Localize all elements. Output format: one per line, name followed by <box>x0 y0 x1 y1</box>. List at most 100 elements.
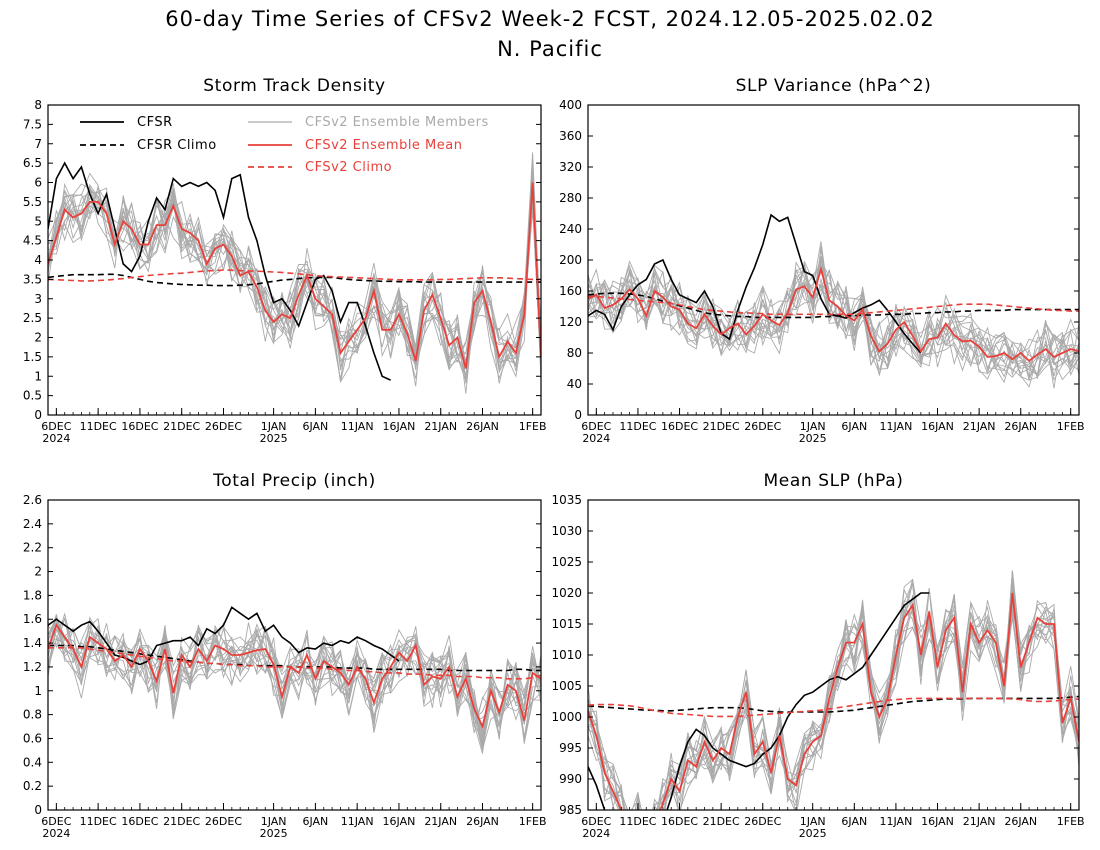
x-tick-label: 26DEC <box>205 420 242 433</box>
y-tick-label: 8 <box>34 98 42 112</box>
x-tick-label: 16DEC <box>121 420 158 433</box>
y-tick-label: 1010 <box>551 648 582 662</box>
x-tick-label: 11DEC <box>619 815 656 828</box>
x-tick-label: 6JAN <box>302 815 328 828</box>
y-tick-label: 2 <box>34 565 42 579</box>
panel-title: SLP Variance (hPa^2) <box>736 76 932 96</box>
y-tick-label: 120 <box>559 315 582 329</box>
x-tick-label: 11JAN <box>341 815 374 828</box>
ensemble-member-line <box>588 246 1079 377</box>
legend-label: CFSv2 Ensemble Members <box>305 115 489 130</box>
legend-label: CFSR <box>137 115 173 130</box>
legend-label: CFSv2 Climo <box>305 160 392 175</box>
chart-panel-1: Storm Track Density 0 0.5 1 1.5 2 2.5 3 3.5 4 4.5 5… <box>23 76 547 445</box>
y-tick-label: 1020 <box>551 586 582 600</box>
x-tick-year-label: 2025 <box>260 432 288 445</box>
x-tick-label: 26DEC <box>744 420 781 433</box>
y-tick-label: 6 <box>34 176 42 190</box>
panel-title: Mean SLP (hPa) <box>764 471 904 491</box>
y-tick-label: 1000 <box>551 710 582 724</box>
y-tick-label: 2.5 <box>23 311 42 325</box>
x-tick-year-label: 2025 <box>799 432 827 445</box>
y-tick-label: 2.2 <box>23 541 42 555</box>
ensemble-member-line <box>588 259 1079 380</box>
chart-panel-3: Total Precip (inch) 0 0.2 0.4 0.6 0.8 1 1.2 1.4 1… <box>23 471 547 840</box>
x-tick-label: 21JAN <box>424 420 457 433</box>
y-tick-label: 2.6 <box>23 493 42 507</box>
y-tick-label: 5 <box>34 214 42 228</box>
x-tick-label: 21DEC <box>163 815 200 828</box>
legend-item-cfsr: CFSR <box>80 115 173 130</box>
y-tick-label: 1.5 <box>23 350 42 364</box>
x-tick-year-label: 2024 <box>42 432 70 445</box>
series-line-cfsr <box>48 606 400 666</box>
x-tick-label: 1FEB <box>519 420 547 433</box>
x-tick-label: 21DEC <box>703 420 740 433</box>
panel-title: Total Precip (inch) <box>212 471 376 491</box>
series-line-cfsv2-climo <box>588 697 1079 718</box>
y-tick-label: 1025 <box>551 555 582 569</box>
figure-subtitle: N. Pacific <box>497 37 603 61</box>
ensemble-member-line <box>48 184 541 378</box>
series-line-cfsr <box>588 592 930 810</box>
x-tick-label: 16DEC <box>661 420 698 433</box>
x-tick-label: 6DEC <box>581 420 611 433</box>
y-tick-label: 240 <box>559 222 582 236</box>
ensemble-member-line <box>588 264 1079 371</box>
x-tick-year-label: 2024 <box>582 432 610 445</box>
x-tick-label: 6JAN <box>302 420 328 433</box>
x-tick-label: 21DEC <box>163 420 200 433</box>
legend-label: CFSv2 Ensemble Mean <box>305 138 462 153</box>
y-tick-label: 3.5 <box>23 272 42 286</box>
x-tick-label: 1JAN <box>261 815 287 828</box>
ensemble-member-line <box>48 176 541 384</box>
y-tick-label: 1 <box>34 369 42 383</box>
x-tick-label: 6JAN <box>841 420 867 433</box>
y-tick-label: 1.4 <box>23 636 42 650</box>
figure-title: 60-day Time Series of CFSv2 Week-2 FCST,… <box>165 7 934 31</box>
x-tick-label: 11DEC <box>80 420 117 433</box>
x-tick-label: 11JAN <box>341 420 374 433</box>
series-line-ensemble-mean <box>588 265 1079 362</box>
y-tick-label: 320 <box>559 160 582 174</box>
x-tick-year-label: 2024 <box>42 827 70 840</box>
x-tick-label: 1FEB <box>1057 420 1085 433</box>
legend-item-ensemble-mean: CFSv2 Ensemble Mean <box>248 138 462 153</box>
y-tick-label: 1030 <box>551 524 582 538</box>
legend: CFSR CFSR Climo CFSv2 Ensemble Members CFSv… <box>80 115 489 175</box>
x-tick-label: 26JAN <box>466 815 499 828</box>
plot-frame <box>47 499 542 811</box>
x-tick-label: 1FEB <box>1057 815 1085 828</box>
x-tick-label: 6JAN <box>841 815 867 828</box>
panel-title: Storm Track Density <box>203 76 385 96</box>
plot-area <box>48 606 541 754</box>
x-tick-label: 6DEC <box>41 815 71 828</box>
x-tick-label: 6DEC <box>41 420 71 433</box>
chart-panel-2: SLP Variance (hPa^2) 0 40 80 120 160 200 240 280… <box>559 76 1084 445</box>
ensemble-member-line <box>48 625 541 729</box>
y-tick-label: 160 <box>559 284 582 298</box>
y-tick-label: 990 <box>559 772 582 786</box>
x-tick-label: 16JAN <box>383 420 416 433</box>
x-tick-label: 26JAN <box>1004 815 1037 828</box>
chart-panel-4: Mean SLP (hPa) 985 990 995 1000 1005 1010 1015 1… <box>551 471 1085 840</box>
y-tick-label: 200 <box>559 253 582 267</box>
series-line-cfsv2-climo <box>48 647 541 680</box>
x-tick-label: 26DEC <box>744 815 781 828</box>
y-tick-label: 995 <box>559 741 582 755</box>
x-tick-label: 21JAN <box>963 815 996 828</box>
y-tick-label: 280 <box>559 191 582 205</box>
y-tick-label: 2.4 <box>23 517 42 531</box>
x-tick-label: 6DEC <box>581 815 611 828</box>
y-tick-label: 1015 <box>551 617 582 631</box>
ensemble-member-line <box>48 625 541 743</box>
plot-area <box>588 570 1079 810</box>
legend-item-cfsr-climo: CFSR Climo <box>80 138 216 153</box>
ensemble-member-line <box>48 614 541 727</box>
x-tick-label: 1JAN <box>261 420 287 433</box>
y-tick-label: 1005 <box>551 679 582 693</box>
y-tick-label: 0 <box>574 408 582 422</box>
y-tick-label: 80 <box>567 346 582 360</box>
x-tick-label: 16JAN <box>921 815 954 828</box>
